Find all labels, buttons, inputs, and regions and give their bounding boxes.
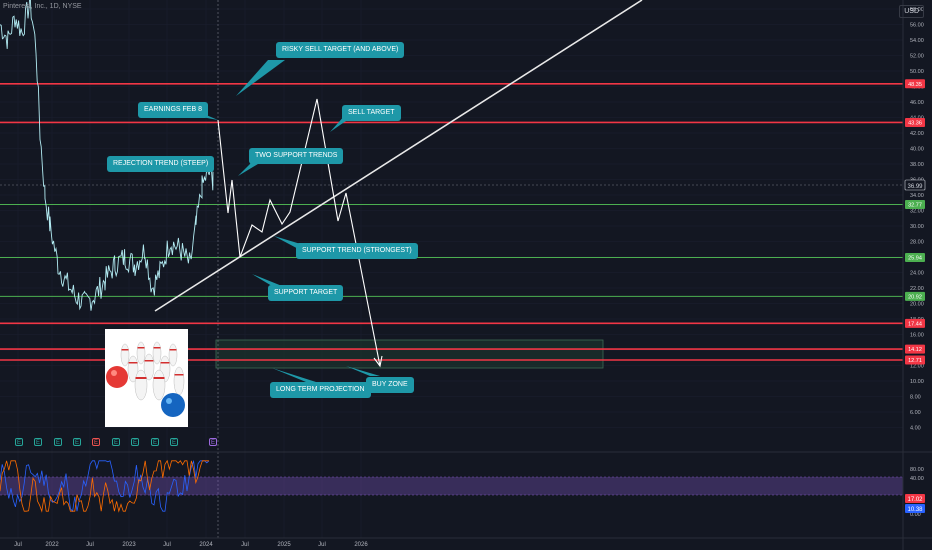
symbol-title[interactable]: Pinterest, Inc., 1D, NYSE [3, 3, 82, 10]
bowling-image [105, 329, 188, 427]
price-series [0, 0, 214, 311]
time-tick-label: Jul [14, 542, 22, 548]
earnings-marker[interactable]: E [151, 438, 159, 446]
level-tag [905, 117, 925, 127]
time-tick-label: Jul [241, 542, 249, 548]
projection-arrowhead [373, 355, 383, 368]
callout-support-target[interactable]: SUPPORT TARGET [268, 285, 344, 301]
earnings-marker[interactable]: E [15, 438, 23, 446]
time-tick-label: Jul [163, 542, 171, 548]
price-tick-label: 54.00 [910, 38, 924, 44]
svg-text:17.02: 17.02 [907, 497, 923, 503]
earnings-marker[interactable]: E [112, 438, 120, 446]
projection-path [217, 98, 381, 367]
callout-earnings[interactable]: EARNINGS FEB 8 [138, 102, 208, 118]
level-tag [905, 355, 925, 365]
time-tick-label: 2026 [354, 542, 368, 548]
callout-rejection-trend[interactable]: REJECTION TREND (STEEP) [107, 156, 215, 172]
level-tag-label: 25.94 [908, 255, 922, 261]
price-tick-label: 56.00 [910, 23, 924, 29]
level-tag [905, 318, 925, 328]
current-price-label: 36.99 [907, 184, 923, 190]
price-tick-label: 24.00 [910, 271, 924, 277]
currency-label[interactable]: USD [899, 5, 924, 18]
price-axis: 58.0056.0054.0052.0050.0048.0046.0044.00… [910, 7, 924, 432]
level-tag-label: 20.92 [908, 294, 922, 300]
price-tick-label: 10.00 [910, 379, 924, 385]
level-price-tags: 48.35 43.36 32.77 25.94 20.92 17.44 14.12 12.71 [905, 79, 925, 365]
price-tick-label: 50.00 [910, 69, 924, 75]
oscillator-tick-label: 0.00 [910, 512, 921, 518]
bowling-pins-illustration [106, 341, 185, 417]
level-tag-label: 48.35 [908, 82, 922, 88]
horizontal-levels [0, 82, 903, 361]
level-tag [905, 291, 925, 301]
callout-support-trend-strongest[interactable]: SUPPORT TREND (STRONGEST) [296, 243, 418, 259]
level-tag-label: 32.77 [908, 203, 922, 209]
callout-buy-zone[interactable]: BUY ZONE [366, 377, 414, 393]
level-tag-label: 17.44 [908, 321, 922, 327]
earnings-marker[interactable]: E [34, 438, 42, 446]
callout-sell-target[interactable]: SELL TARGET [342, 105, 401, 121]
callout-risky-sell-target[interactable]: RISKY SELL TARGET (AND ABOVE) [276, 42, 405, 58]
level-tag-label: 14.12 [908, 347, 922, 353]
price-tick-label: 58.00 [910, 7, 924, 13]
earnings-marker[interactable]: E [170, 438, 178, 446]
level-tag [905, 252, 925, 262]
oscillator-tick-label: 40.00 [910, 476, 924, 482]
price-tick-label: 40.00 [910, 147, 924, 153]
price-tick-label: 38.00 [910, 162, 924, 168]
price-tick-label: 52.00 [910, 54, 924, 60]
level-tag [905, 344, 925, 354]
oscillator-axis: 80.00 40.00 0.00 [910, 467, 924, 518]
price-tick-label: 34.00 [910, 193, 924, 199]
current-price-tag: 36.99 [904, 179, 926, 191]
earnings-marker[interactable]: E [92, 438, 100, 446]
price-tick-label: 6.00 [910, 410, 921, 416]
callout-long-term-projection[interactable]: LONG TERM PROJECTION [270, 382, 371, 398]
time-tick-label: 2023 [122, 542, 136, 548]
time-tick-label: 2024 [199, 542, 213, 548]
level-tag-label: 12.71 [908, 358, 922, 364]
price-tick-label: 22.00 [910, 286, 924, 292]
price-tick-label: 4.00 [910, 426, 921, 432]
time-tick-label: Jul [86, 542, 94, 548]
level-tag [905, 79, 925, 89]
price-tick-label: 28.00 [910, 240, 924, 246]
price-tick-label: 30.00 [910, 224, 924, 230]
oscillator-tags: 17.02 10.38 [905, 494, 925, 513]
price-tick-label: 16.00 [910, 333, 924, 339]
price-tick-label: 8.00 [910, 395, 921, 401]
level-tag-label: 43.36 [908, 120, 922, 126]
price-tick-label: 32.00 [910, 209, 924, 215]
earnings-marker[interactable]: E [54, 438, 62, 446]
oscillator-tick-label: 80.00 [910, 467, 924, 473]
price-tick-label: 46.00 [910, 100, 924, 106]
time-tick-label: 2022 [45, 542, 59, 548]
price-tick-label: 42.00 [910, 131, 924, 137]
grid [0, 0, 903, 538]
time-tick-label: Jul [318, 542, 326, 548]
earnings-marker[interactable]: E [73, 438, 81, 446]
oscillator-band [0, 477, 903, 495]
buy-zone-box [215, 339, 604, 369]
svg-text:10.38: 10.38 [907, 507, 923, 513]
earnings-marker[interactable]: E [209, 438, 217, 446]
time-tick-label: 2025 [277, 542, 291, 548]
callout-two-support-trends[interactable]: TWO SUPPORT TRENDS [249, 148, 344, 164]
price-tick-label: 20.00 [910, 302, 924, 308]
time-axis: Jul 2022 Jul 2023 Jul 2024 Jul 2025 Jul 2026 [14, 542, 368, 548]
price-tick-label: 12.00 [910, 364, 924, 370]
earnings-marker[interactable]: E [131, 438, 139, 446]
support-trendline [154, 0, 643, 312]
level-tag [905, 200, 925, 210]
oscillator-fast-line [0, 459, 210, 513]
oscillator-slow-line [0, 459, 209, 513]
